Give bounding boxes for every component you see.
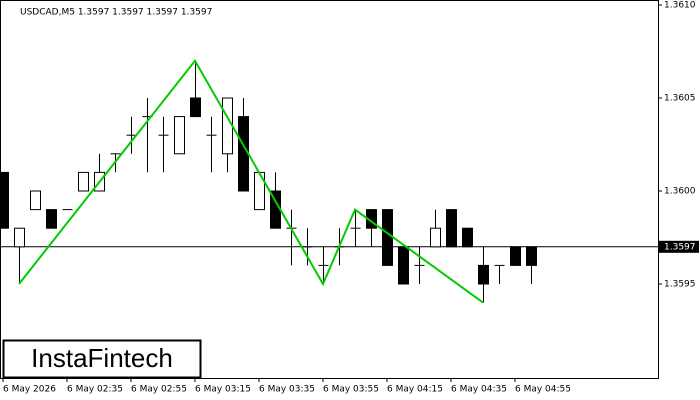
logo-box [2, 339, 202, 379]
candle-body [462, 227, 473, 248]
y-tick-label: 1.3610 [664, 1, 696, 11]
candle-body [526, 246, 537, 266]
x-tick-label: 6 May 03:35 [259, 385, 315, 395]
candle-body [382, 209, 393, 266]
x-tick-label: 6 May 2026 [3, 385, 56, 395]
logo: InstaFintech [31, 343, 173, 373]
candle-body [222, 97, 233, 155]
candle-body [30, 190, 41, 211]
x-tick-label: 6 May 04:35 [451, 385, 507, 395]
x-tick-label: 6 May 02:55 [131, 385, 187, 395]
candle-body [478, 264, 489, 285]
candle-body [446, 209, 457, 248]
x-tick-label: 6 May 02:35 [67, 385, 123, 395]
candle-body [78, 171, 89, 192]
candle-body [46, 209, 57, 229]
candle-body [14, 227, 25, 248]
y-tick-label: 1.3600 [664, 187, 696, 197]
candle-body [510, 246, 521, 266]
candle-body [430, 227, 441, 248]
last-price-label: 1.3597 [664, 242, 696, 252]
candle-body [174, 116, 185, 155]
candle-body [0, 171, 9, 229]
last-price-box [659, 240, 699, 253]
x-tick-label: 6 May 03:55 [323, 385, 379, 395]
x-tick-label: 6 May 04:15 [387, 385, 443, 395]
candle-body [398, 246, 409, 285]
y-tick-label: 1.3605 [664, 94, 696, 104]
candle-body [238, 116, 249, 192]
x-tick-label: 6 May 03:15 [195, 385, 251, 395]
candle-body [190, 97, 201, 118]
chart-title: USDCAD,M5 1.3597 1.3597 1.3597 1.3597 [20, 8, 212, 18]
y-tick-label: 1.3595 [664, 280, 696, 290]
pattern-line [18, 59, 484, 304]
x-tick-label: 6 May 04:55 [515, 385, 571, 395]
